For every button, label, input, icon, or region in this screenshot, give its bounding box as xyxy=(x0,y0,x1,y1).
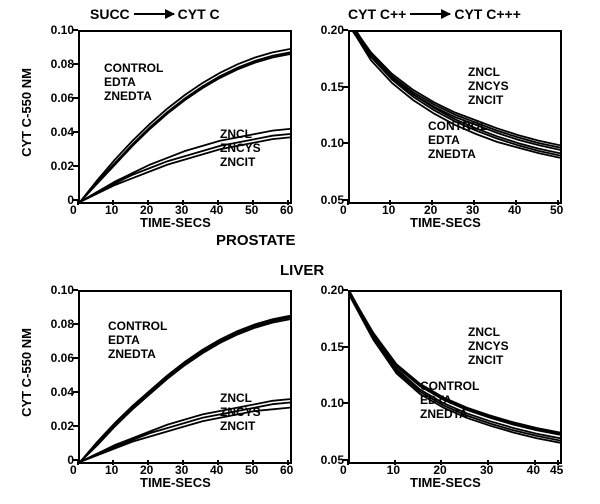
title-from: SUCC xyxy=(90,6,130,22)
xtick: 30 xyxy=(480,463,493,477)
xtick: 40 xyxy=(527,463,540,477)
xtick: 50 xyxy=(245,203,258,217)
xtick: 10 xyxy=(105,203,118,217)
chart-BR xyxy=(350,292,560,462)
xtick: 40 xyxy=(210,463,223,477)
xtick: 30 xyxy=(175,203,188,217)
xlabel-TR: TIME-SECS xyxy=(410,215,481,230)
ytick: 0.10 xyxy=(321,396,344,410)
ylabel-BL: CYT C-550 NM xyxy=(19,328,34,417)
xtick: 20 xyxy=(140,463,153,477)
ytick: 0.10 xyxy=(51,23,74,37)
legend-groupA-TR: CONTROL EDTA ZNEDTA xyxy=(428,120,487,161)
ytick: 0.06 xyxy=(51,351,74,365)
xtick: 20 xyxy=(433,463,446,477)
xtick: 40 xyxy=(210,203,223,217)
xtick: 60 xyxy=(280,203,293,217)
xtick: 45 xyxy=(550,463,563,477)
ytick: 0.08 xyxy=(51,57,74,71)
arrow-icon xyxy=(410,13,450,15)
figure: SUCC CYT C CYT C++ CYT C+++ CONTROL EDTA… xyxy=(0,0,600,504)
xtick: 60 xyxy=(280,463,293,477)
title-from-r: CYT C++ xyxy=(348,6,406,22)
xtick: 0 xyxy=(70,203,77,217)
panel-liver-right: ZNCL ZNCYS ZNCIT CONTROL EDTA ZNEDTA xyxy=(348,290,562,464)
ytick: 0.02 xyxy=(51,419,74,433)
xlabel-TL: TIME-SECS xyxy=(140,215,211,230)
ylabel-TL: CYT C-550 NM xyxy=(19,68,34,157)
title-succ-cytc: SUCC CYT C xyxy=(90,6,220,22)
legend-groupB-BL: ZNCL ZNCYS ZNCIT xyxy=(220,392,261,433)
section-liver: LIVER xyxy=(280,262,324,279)
xtick: 10 xyxy=(387,463,400,477)
xtick: 20 xyxy=(140,203,153,217)
xtick: 30 xyxy=(466,203,479,217)
xtick: 20 xyxy=(424,203,437,217)
panel-prostate-left: CONTROL EDTA ZNEDTA ZNCL ZNCYS ZNCIT xyxy=(78,30,292,204)
xlabel-BL: TIME-SECS xyxy=(140,475,211,490)
xtick: 50 xyxy=(550,203,563,217)
section-prostate: PROSTATE xyxy=(216,232,295,249)
ytick: 0.20 xyxy=(321,23,344,37)
panel-liver-left: CONTROL EDTA ZNEDTA ZNCL ZNCYS ZNCIT xyxy=(78,290,292,464)
legend-groupB-TR: ZNCL ZNCYS ZNCIT xyxy=(468,66,509,107)
legend-groupA-BR: CONTROL EDTA ZNEDTA xyxy=(420,380,479,421)
xtick: 0 xyxy=(70,463,77,477)
title-to-r: CYT C+++ xyxy=(454,6,521,22)
legend-groupB-BR: ZNCL ZNCYS ZNCIT xyxy=(468,326,509,367)
xtick: 50 xyxy=(245,463,258,477)
ytick: 0.08 xyxy=(51,317,74,331)
xtick: 30 xyxy=(175,463,188,477)
xtick: 0 xyxy=(340,203,347,217)
xlabel-BR: TIME-SECS xyxy=(410,475,481,490)
ytick: 0.02 xyxy=(51,159,74,173)
legend-groupA-BL: CONTROL EDTA ZNEDTA xyxy=(108,320,167,361)
ytick: 0.04 xyxy=(51,385,74,399)
ytick: 0.20 xyxy=(321,283,344,297)
title-cytc-cytc: CYT C++ CYT C+++ xyxy=(348,6,521,22)
ytick: 0.06 xyxy=(51,91,74,105)
ytick: 0.10 xyxy=(321,136,344,150)
ytick: 0.15 xyxy=(321,80,344,94)
chart-TL xyxy=(80,32,290,202)
ytick: 0.15 xyxy=(321,340,344,354)
panel-prostate-right: ZNCL ZNCYS ZNCIT CONTROL EDTA ZNEDTA xyxy=(348,30,562,204)
ytick: 0.10 xyxy=(51,283,74,297)
legend-groupA-TL: CONTROL EDTA ZNEDTA xyxy=(104,62,163,103)
xtick: 10 xyxy=(105,463,118,477)
chart-BL xyxy=(80,292,290,462)
xtick: 40 xyxy=(508,203,521,217)
xtick: 10 xyxy=(382,203,395,217)
chart-TR xyxy=(350,32,560,202)
arrow-icon xyxy=(134,13,174,15)
title-to: CYT C xyxy=(178,6,220,22)
xtick: 0 xyxy=(340,463,347,477)
legend-groupB-TL: ZNCL ZNCYS ZNCIT xyxy=(220,128,261,169)
ytick: 0.04 xyxy=(51,125,74,139)
